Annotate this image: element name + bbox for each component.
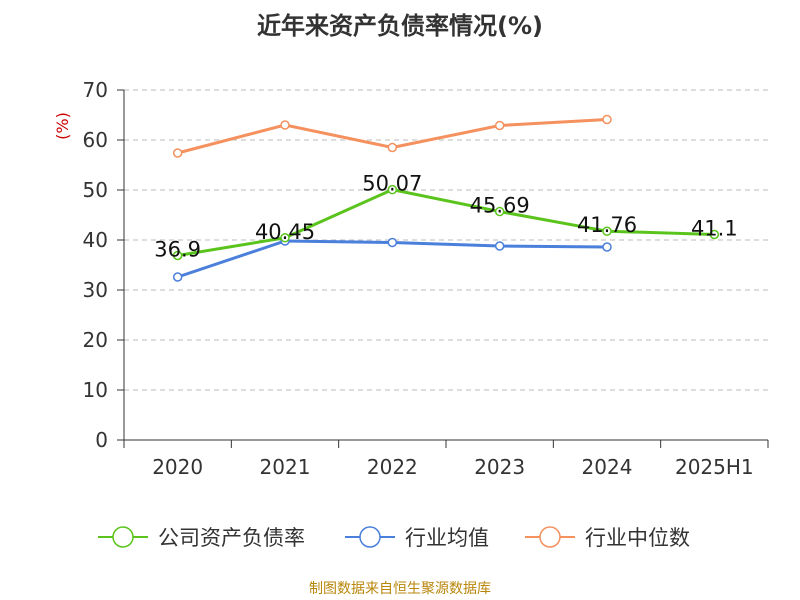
series-point (280, 233, 290, 243)
data-label: 36.9 (154, 238, 201, 262)
y-tick-label: 50 (83, 178, 108, 202)
y-tick-label: 10 (83, 378, 108, 402)
series-point (709, 229, 720, 240)
series-point (387, 184, 398, 195)
legend: 公司资产负债率 行业均值 行业中位数 (98, 526, 690, 550)
data-label: 41.76 (577, 213, 637, 237)
data-label: 45.69 (470, 194, 530, 218)
y-tick-label: 0 (95, 428, 108, 452)
series-point (494, 241, 505, 251)
legend-label: 行业中位数 (585, 526, 690, 550)
x-tick-label: 2021 (260, 455, 311, 479)
source-note: 制图数据来自恒生聚源数据库 (309, 581, 491, 597)
legend-label: 行业均值 (405, 526, 489, 550)
series-line-0 (177, 188, 715, 257)
data-label: 50.07 (362, 172, 422, 196)
series-point (387, 142, 398, 153)
y-tick-label: 20 (83, 328, 108, 352)
axes: 0 10 20 30 40 50 60 70 (%) 2020 2021 2022 2023 2024 20… (53, 78, 769, 479)
series-point (602, 114, 612, 125)
y-tick-label: 60 (83, 128, 108, 152)
y-tick-label: 40 (83, 228, 108, 252)
legend-marker (112, 526, 134, 548)
x-tick-label: 2025H1 (675, 455, 754, 479)
series-point (280, 120, 290, 130)
y-tick-label: 70 (83, 78, 108, 102)
legend-marker (359, 526, 381, 548)
series-point (494, 206, 505, 217)
y-axis-label: (%) (53, 112, 72, 140)
x-tick-label: 2022 (367, 455, 418, 479)
series-point (602, 242, 612, 252)
x-tick-label: 2024 (582, 455, 633, 479)
data-labels: 36.9 40.45 50.07 45.69 41.76 41.1 (154, 172, 737, 262)
data-label: 40.45 (255, 220, 315, 244)
series-point (172, 250, 183, 261)
series-point (172, 148, 183, 158)
y-tick-label: 30 (83, 278, 108, 302)
series-point (602, 226, 612, 236)
series-point (494, 120, 505, 131)
series-group (172, 114, 720, 282)
data-label: 41.1 (691, 217, 738, 241)
legend-label: 公司资产负债率 (158, 526, 305, 550)
x-tick-label: 2020 (152, 455, 203, 479)
legend-marker (539, 526, 561, 548)
series-point (172, 272, 183, 282)
x-tick-label: 2023 (474, 455, 525, 479)
chart-title: 近年来资产负债率情况(%) (257, 12, 543, 40)
series-point (387, 237, 398, 248)
